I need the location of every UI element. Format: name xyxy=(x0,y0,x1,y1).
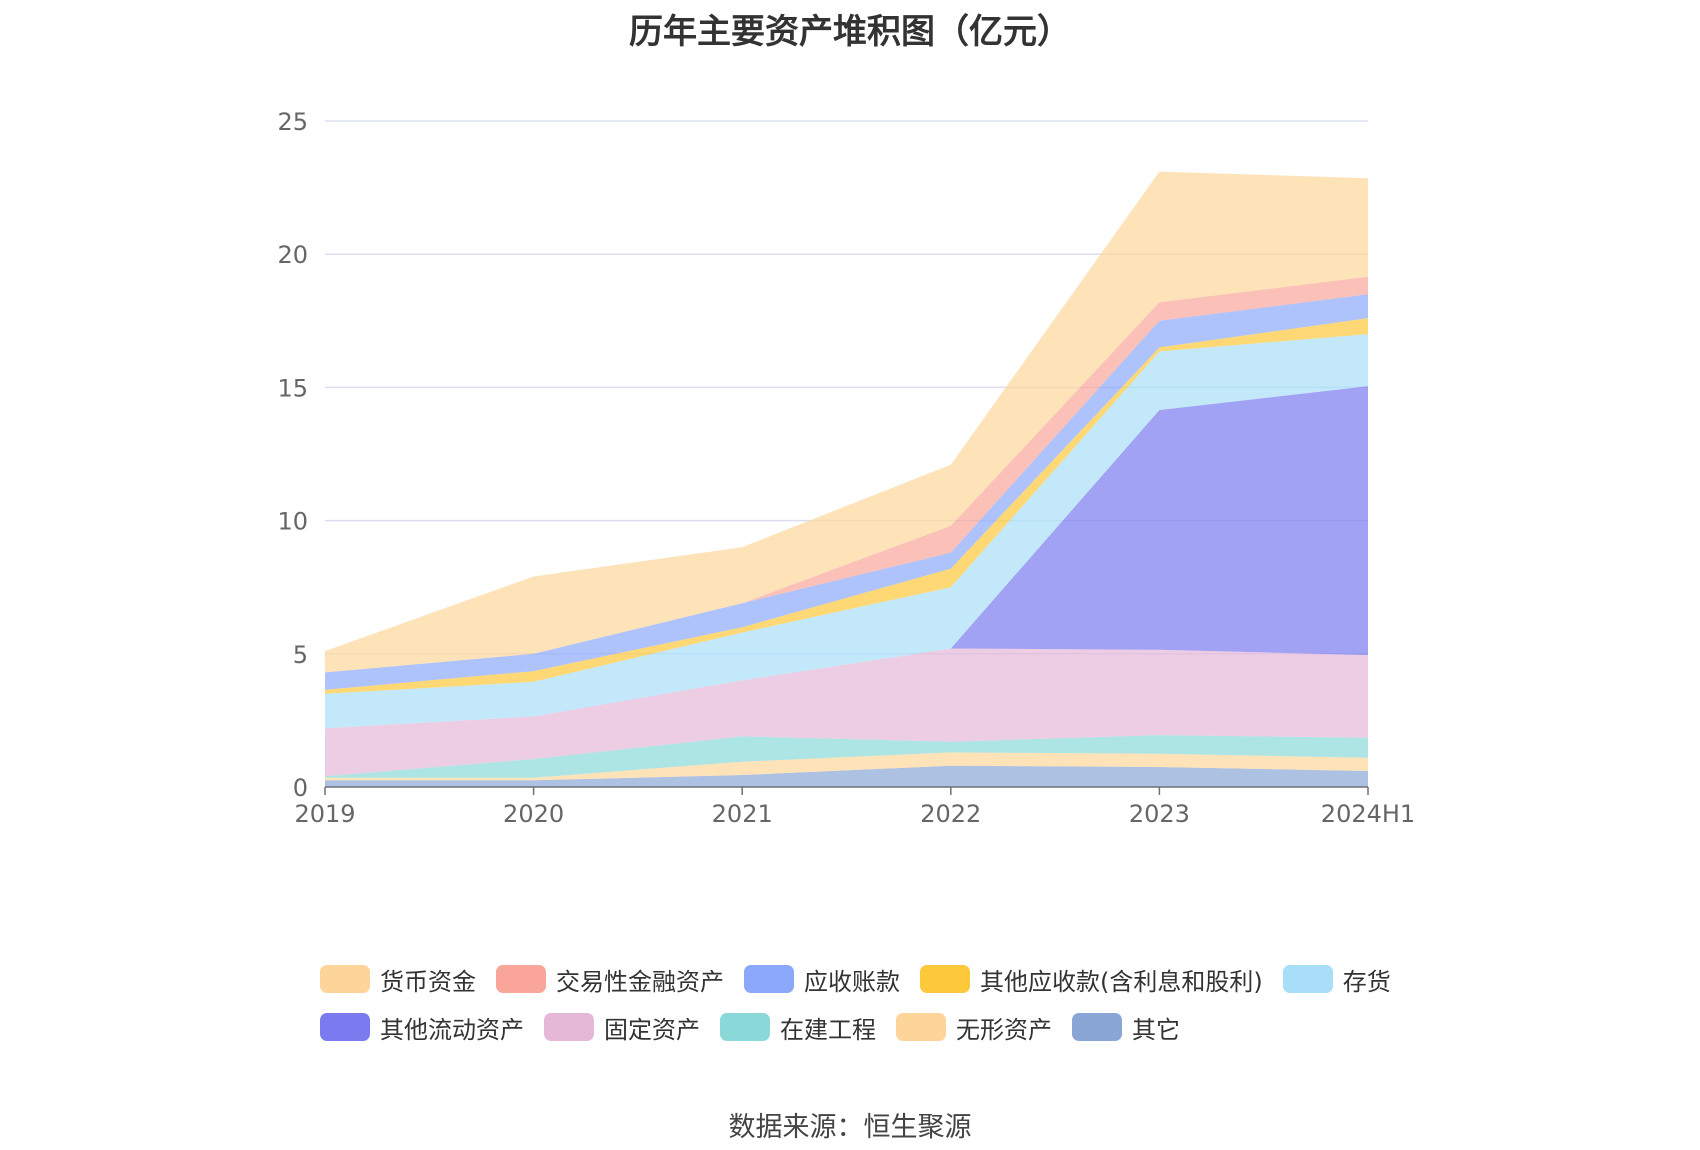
x-tick-label-2021: 2021 xyxy=(712,800,773,828)
legend-swatch xyxy=(720,1013,770,1041)
legend-item-row2-4[interactable]: 其它 xyxy=(1072,1010,1180,1045)
legend-swatch xyxy=(1282,965,1333,993)
legend-label: 货币资金 xyxy=(380,967,476,996)
x-tick-label-2022: 2022 xyxy=(920,800,981,828)
legend: 货币资金 交易性金融资产 应收账款 其他应收款(含利息和股利) 存货 其他流动资产 固定资… xyxy=(320,955,1440,1051)
x-tick-label-2019: 2019 xyxy=(294,800,355,828)
legend-item-row1-4[interactable]: 存货 xyxy=(1282,962,1391,997)
area-series-1 xyxy=(325,752,1368,781)
y-tick-label-20: 20 xyxy=(277,241,308,269)
area-series-2 xyxy=(325,735,1368,778)
area-series-5 xyxy=(325,334,1368,729)
legend-item-row1-1[interactable]: 交易性金融资产 xyxy=(496,962,724,997)
legend-label: 其他应收款(含利息和股利) xyxy=(980,967,1263,996)
legend-label: 无形资产 xyxy=(956,1015,1052,1044)
stacked-area-chart: 0 5 10 15 20 25 2019 2020 2021 2022 2023 2024H1 xyxy=(277,108,1415,828)
y-tick-label-5: 5 xyxy=(293,641,308,669)
area-series-4 xyxy=(325,386,1368,729)
legend-item-row1-3[interactable]: 其他应收款(含利息和股利) xyxy=(920,962,1263,997)
legend-swatch xyxy=(496,965,546,993)
legend-item-row2-2[interactable]: 在建工程 xyxy=(720,1010,876,1045)
legend-row-2: 其他流动资产 固定资产 在建工程 无形资产 其它 xyxy=(320,1003,1440,1051)
legend-label: 交易性金融资产 xyxy=(556,967,724,996)
area-series-7 xyxy=(325,294,1368,690)
data-source: 数据来源：恒生聚源 xyxy=(728,1112,972,1143)
area-series-3 xyxy=(325,648,1368,777)
legend-item-row1-2[interactable]: 应收账款 xyxy=(744,962,900,997)
legend-item-row1-0[interactable]: 货币资金 xyxy=(320,962,476,997)
area-series-0 xyxy=(325,765,1368,787)
legend-label: 其它 xyxy=(1132,1015,1180,1044)
chart-title: 历年主要资产堆积图（亿元） xyxy=(629,12,1071,52)
x-tick-label-2023: 2023 xyxy=(1129,800,1190,828)
legend-item-row2-1[interactable]: 固定资产 xyxy=(544,1010,700,1045)
legend-swatch xyxy=(744,965,794,993)
legend-swatch xyxy=(896,1013,946,1041)
legend-swatch xyxy=(544,1013,594,1041)
legend-label: 固定资产 xyxy=(604,1015,700,1044)
legend-swatch xyxy=(1072,1013,1122,1041)
legend-item-row2-3[interactable]: 无形资产 xyxy=(896,1010,1052,1045)
legend-item-row2-0[interactable]: 其他流动资产 xyxy=(320,1010,524,1045)
x-tick-label-2020: 2020 xyxy=(503,800,564,828)
legend-swatch xyxy=(920,965,970,993)
y-tick-label-15: 15 xyxy=(277,374,308,402)
y-tick-label-25: 25 xyxy=(277,108,308,136)
x-tick-label-2024H1: 2024H1 xyxy=(1321,800,1415,828)
legend-label: 存货 xyxy=(1342,967,1391,996)
legend-label: 应收账款 xyxy=(804,967,900,996)
y-tick-label-0: 0 xyxy=(293,774,308,802)
legend-label: 其他流动资产 xyxy=(380,1015,524,1044)
y-tick-label-10: 10 xyxy=(277,508,308,536)
legend-row-1: 货币资金 交易性金融资产 应收账款 其他应收款(含利息和股利) 存货 xyxy=(320,955,1440,1003)
legend-label: 在建工程 xyxy=(780,1015,876,1044)
legend-swatch xyxy=(320,1013,370,1041)
area-series-9 xyxy=(325,171,1368,673)
area-series-8 xyxy=(325,276,1368,673)
legend-swatch xyxy=(320,965,370,993)
